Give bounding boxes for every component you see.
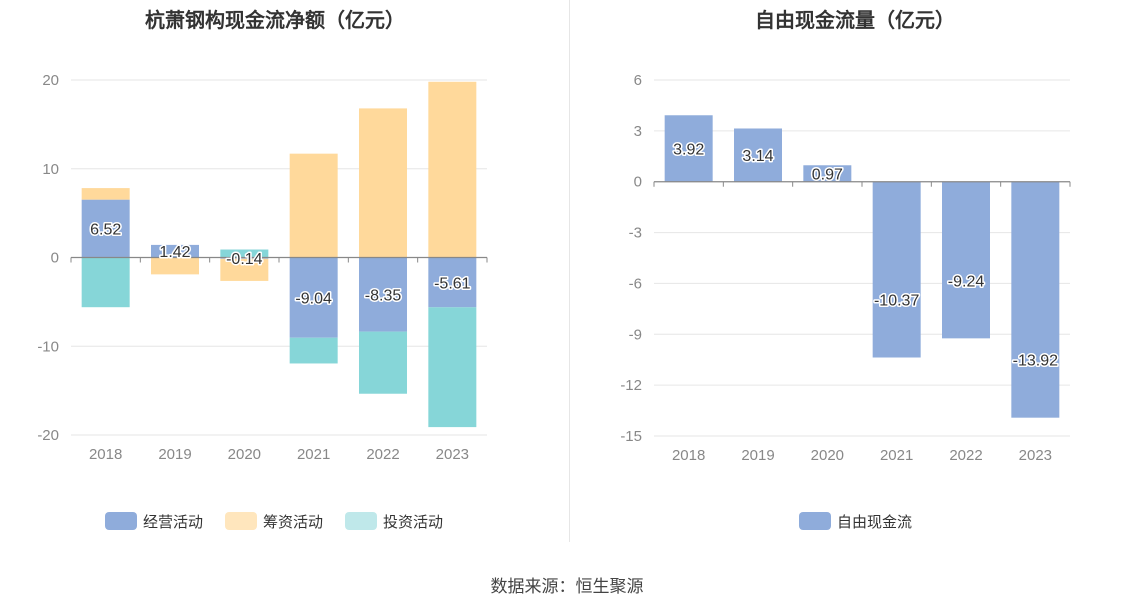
x-tick-label: 2020 xyxy=(228,446,261,463)
bar-自由现金流-2023 xyxy=(1011,181,1060,418)
x-tick-label: 2022 xyxy=(366,446,399,463)
bar-自由现金流-2021 xyxy=(872,181,921,358)
bar-经营活动-2020 xyxy=(220,257,269,259)
data-label: -13.92 xyxy=(1013,353,1058,370)
legend-swatch-投资活动 xyxy=(345,512,377,530)
data-label: -0.14 xyxy=(226,251,263,268)
x-tick-label: 2021 xyxy=(880,447,913,464)
bar-投资活动-2018 xyxy=(81,257,130,308)
x-tick-label: 2023 xyxy=(1019,447,1052,464)
data-label: 3.14 xyxy=(742,148,773,165)
data-label: -5.61 xyxy=(434,275,471,292)
y-tick-label: -12 xyxy=(620,377,642,394)
legend-label: 投资活动 xyxy=(383,514,443,531)
data-label: 3.92 xyxy=(673,141,704,158)
data-label: -9.24 xyxy=(948,273,985,290)
legend-label: 经营活动 xyxy=(143,514,203,531)
x-tick-label: 2020 xyxy=(811,447,844,464)
y-tick-label: 6 xyxy=(634,72,642,89)
bar-筹资活动-2020 xyxy=(220,258,269,281)
data-label: 0.97 xyxy=(812,166,843,183)
panel-divider xyxy=(569,0,570,542)
bar-经营活动-2022 xyxy=(359,257,407,332)
y-tick-label: -20 xyxy=(37,427,59,444)
x-tick-label: 2023 xyxy=(436,446,469,463)
x-tick-label: 2019 xyxy=(741,447,774,464)
x-tick-label: 2018 xyxy=(672,447,705,464)
legend-swatch-筹资活动 xyxy=(225,512,257,530)
legend-label: 自由现金流 xyxy=(837,514,912,531)
x-tick-label: 2021 xyxy=(297,446,330,463)
bar-筹资活动-2019 xyxy=(151,257,199,275)
x-tick-label: 2019 xyxy=(158,446,191,463)
bar-经营活动-2019 xyxy=(151,244,199,258)
data-source-note: 数据来源：恒生聚源 xyxy=(490,577,644,596)
free-cashflow-chart: -15 -12 -9 -6 -3 0 3 6 2018 2019 2020 2021 2022 2023 3… xyxy=(620,72,1071,531)
y-tick-label: -10 xyxy=(37,338,59,355)
legend-label: 筹资活动 xyxy=(263,514,323,531)
y-tick-label: -6 xyxy=(629,275,642,292)
y-tick-label: 0 xyxy=(634,174,642,191)
bar-自由现金流-2018 xyxy=(664,115,713,182)
bar-投资活动-2021 xyxy=(289,337,338,364)
data-label: 1.42 xyxy=(159,244,190,261)
x-tick-label: 2022 xyxy=(949,447,982,464)
y-tick-label: 20 xyxy=(42,72,59,89)
bar-筹资活动-2021 xyxy=(289,153,338,258)
bar-经营活动-2023 xyxy=(428,257,477,308)
y-tick-label: -9 xyxy=(629,326,642,343)
data-label: -10.37 xyxy=(874,293,919,310)
legend-swatch-经营活动 xyxy=(105,512,137,530)
y-tick-label: 0 xyxy=(51,250,59,267)
bar-经营活动-2021 xyxy=(289,257,338,338)
bar-自由现金流-2020 xyxy=(803,165,852,182)
y-tick-label: -3 xyxy=(629,225,642,242)
bar-投资活动-2022 xyxy=(359,331,407,394)
right-chart-title: 自由现金流量（亿元） xyxy=(755,10,955,32)
bar-筹资活动-2023 xyxy=(428,81,477,258)
x-tick-label: 2018 xyxy=(89,446,122,463)
bar-投资活动-2020 xyxy=(220,249,269,258)
data-label: 6.52 xyxy=(90,222,121,239)
data-label: -8.35 xyxy=(365,288,402,305)
bar-筹资活动-2018 xyxy=(81,188,130,200)
bar-自由现金流-2019 xyxy=(734,128,782,182)
cashflow-net-chart: -20 -10 0 10 20 2018 2019 2020 2021 2022 2023 6.52 1… xyxy=(37,72,488,531)
bar-自由现金流-2022 xyxy=(942,181,990,339)
bar-经营活动-2018 xyxy=(81,199,130,258)
y-tick-label: 10 xyxy=(42,161,59,178)
data-label: -9.04 xyxy=(295,291,332,308)
legend-swatch-自由现金流 xyxy=(799,512,831,530)
bar-投资活动-2023 xyxy=(428,307,477,428)
left-chart-title: 杭萧钢构现金流净额（亿元） xyxy=(145,10,405,32)
y-tick-label: -15 xyxy=(620,428,642,445)
y-tick-label: 3 xyxy=(634,123,642,140)
bar-筹资活动-2022 xyxy=(359,108,407,258)
